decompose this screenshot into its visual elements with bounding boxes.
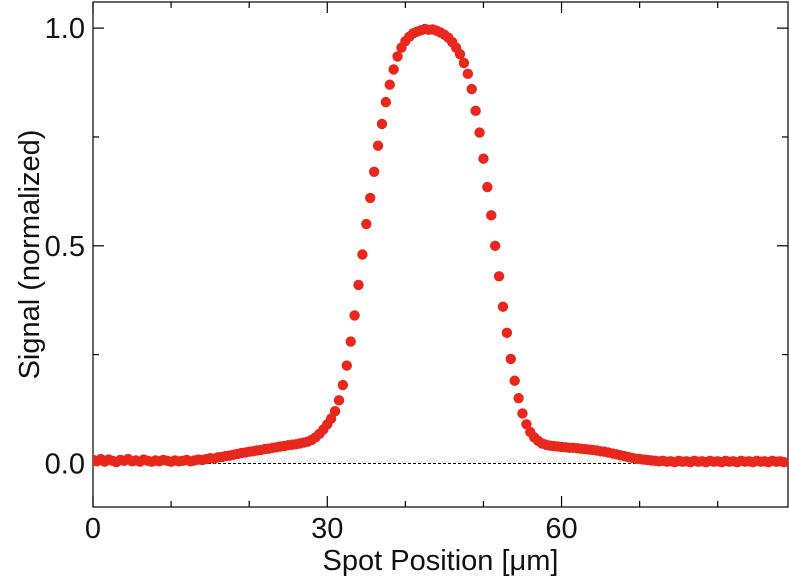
x-tick-label: 60	[545, 513, 577, 545]
data-point	[482, 181, 493, 193]
data-point	[466, 83, 477, 95]
x-axis-label: Spot Position [μm]	[323, 545, 559, 577]
data-point	[372, 140, 384, 151]
data-point	[489, 240, 501, 251]
data-point	[365, 192, 376, 204]
data-point	[376, 118, 388, 130]
data-point	[392, 51, 403, 62]
data-point	[361, 218, 372, 230]
plot-layer	[93, 23, 788, 468]
data-point	[357, 249, 368, 260]
y-tick-label: 0.0	[45, 448, 85, 480]
data-point	[778, 456, 788, 468]
data-point	[478, 153, 489, 164]
data-point	[388, 64, 399, 75]
data-point	[505, 353, 516, 365]
data-point	[341, 360, 352, 371]
data-point	[329, 406, 341, 417]
data-point	[501, 327, 513, 339]
data-point	[333, 395, 345, 406]
data-point	[486, 210, 497, 221]
data-point	[353, 279, 364, 291]
data-point	[345, 336, 356, 347]
data-points	[93, 23, 788, 468]
data-point	[380, 96, 392, 108]
data-point	[462, 68, 474, 80]
plot-frame	[92, 1, 789, 508]
data-point	[384, 79, 395, 90]
data-point	[521, 419, 532, 430]
y-tick-label: 1.0	[45, 13, 85, 45]
y-tick-label: 0.5	[45, 231, 85, 263]
x-tick-label: 30	[311, 513, 343, 545]
data-point	[497, 301, 509, 312]
data-point	[513, 392, 524, 404]
data-point	[517, 408, 528, 419]
data-point	[454, 49, 466, 60]
data-point	[368, 166, 380, 177]
data-point	[493, 271, 505, 282]
data-point	[458, 57, 470, 69]
data-point	[349, 310, 360, 321]
label-layer: Spot Position [μm] Signal (normalized)	[14, 130, 558, 577]
data-point	[337, 379, 349, 391]
y-axis-label: Signal (normalized)	[14, 130, 46, 380]
data-point	[509, 375, 520, 386]
data-point	[474, 127, 485, 138]
x-tick-label: 0	[85, 513, 101, 545]
axis-layer: 0 30 60 0.0 0.5 1.0	[45, 1, 789, 545]
data-point	[470, 105, 481, 117]
